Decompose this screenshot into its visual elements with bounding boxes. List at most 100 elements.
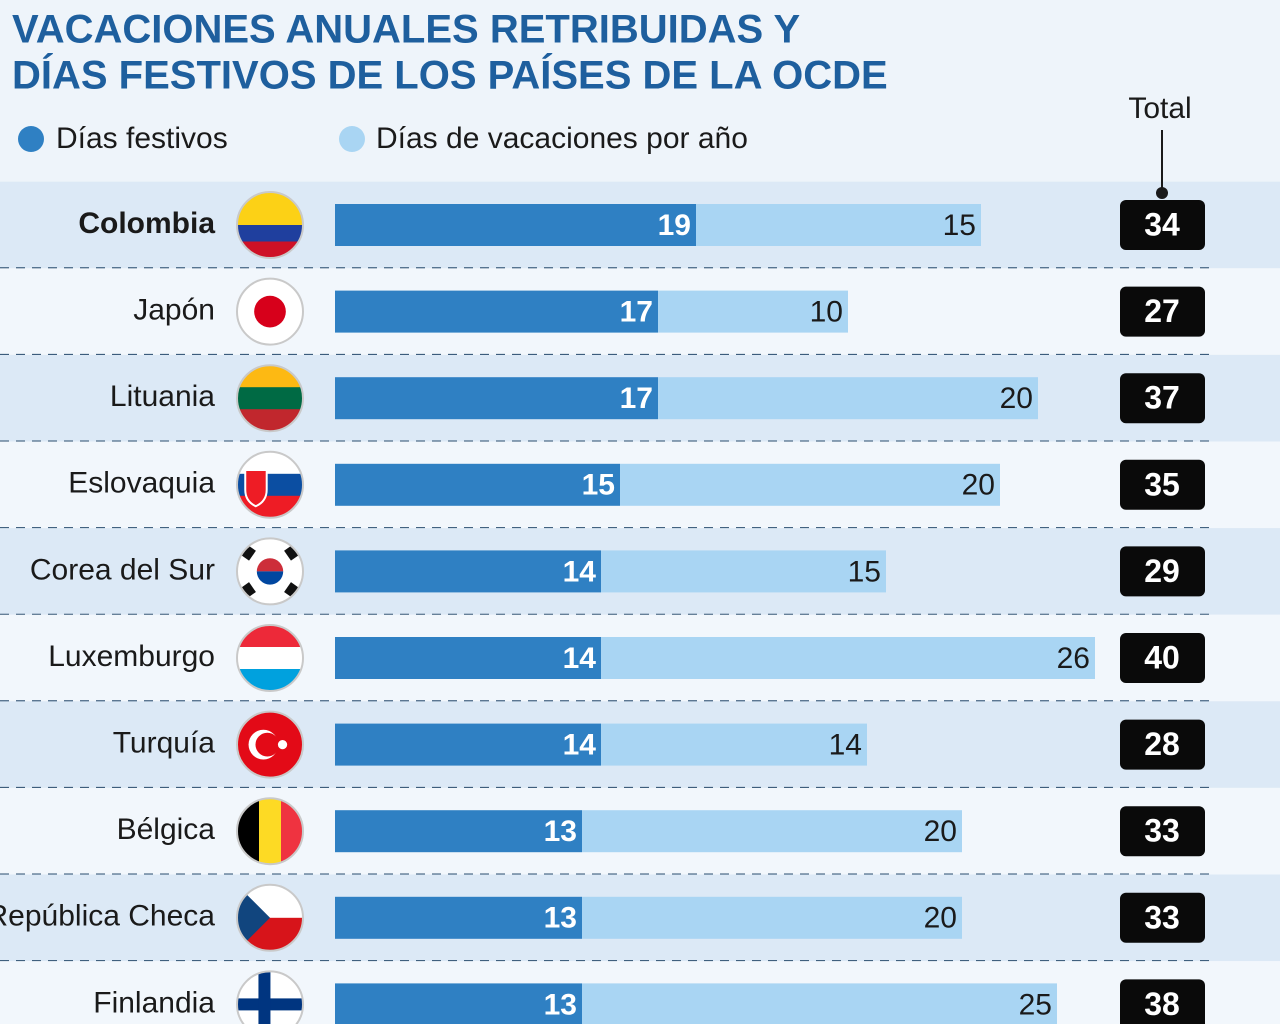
category-label: Finlandia bbox=[93, 986, 215, 1019]
bar-segment bbox=[582, 983, 1057, 1024]
value-label: 14 bbox=[563, 555, 597, 588]
total-label: 35 bbox=[1144, 466, 1180, 502]
total-label: 28 bbox=[1144, 726, 1180, 762]
total-box bbox=[1120, 459, 1205, 510]
bar-segment bbox=[335, 204, 696, 246]
flag-part bbox=[237, 225, 303, 242]
category-label: Bélgica bbox=[117, 813, 216, 846]
flag-part bbox=[237, 451, 303, 475]
bar-segment bbox=[582, 896, 962, 939]
bar-segment bbox=[335, 810, 582, 853]
total-box bbox=[1120, 373, 1205, 424]
bar-segment bbox=[335, 983, 582, 1024]
legend-swatch bbox=[18, 126, 44, 152]
bar-segment bbox=[335, 550, 601, 593]
flag-ring bbox=[236, 450, 304, 519]
bar-segment bbox=[335, 723, 601, 766]
flag-ring bbox=[236, 883, 304, 952]
flag-part bbox=[237, 387, 303, 410]
flag bbox=[237, 798, 303, 865]
flag bbox=[237, 365, 303, 432]
value-label: 14 bbox=[829, 729, 862, 762]
total-label: 33 bbox=[1144, 813, 1180, 849]
flag-part bbox=[256, 571, 284, 585]
row-bands bbox=[0, 181, 1280, 1024]
value-label: 20 bbox=[924, 815, 957, 848]
value-label: 14 bbox=[563, 642, 597, 675]
bar-segment bbox=[335, 377, 658, 420]
flag-ring bbox=[236, 364, 304, 433]
category-label: Lituania bbox=[110, 380, 215, 413]
flag-ring bbox=[236, 277, 304, 346]
bar-segment bbox=[658, 290, 848, 333]
bar-segment bbox=[620, 463, 1000, 506]
total-label: 29 bbox=[1144, 553, 1180, 589]
value-label: 15 bbox=[582, 469, 615, 502]
value-label: 20 bbox=[924, 902, 957, 935]
flag-part bbox=[237, 798, 260, 865]
totals-pointer-dot bbox=[1156, 187, 1168, 199]
legend-swatch bbox=[339, 126, 365, 152]
flag-part bbox=[254, 295, 286, 328]
bar-segment bbox=[582, 810, 962, 853]
total-box bbox=[1120, 719, 1205, 770]
flag-part bbox=[258, 971, 271, 1024]
value-label: 13 bbox=[544, 902, 577, 935]
flag bbox=[237, 711, 303, 778]
total-label: 37 bbox=[1144, 380, 1180, 416]
value-label: 13 bbox=[544, 988, 577, 1021]
value-label: 14 bbox=[563, 729, 597, 762]
total-box bbox=[1120, 892, 1205, 943]
flag-ring bbox=[236, 797, 304, 866]
legend-label: Días festivos bbox=[56, 122, 228, 155]
flag-part bbox=[237, 669, 303, 691]
bar-segment bbox=[601, 723, 867, 766]
chart-subtitle: DÍAS FESTIVOS DE LOS PAÍSES DE LA OCDE bbox=[12, 53, 888, 98]
chart-title: VACACIONES ANUALES RETRIBUIDAS Y bbox=[12, 8, 801, 52]
flag-part bbox=[255, 732, 280, 757]
bar-segment bbox=[335, 463, 620, 506]
flag bbox=[237, 625, 303, 691]
category-label: República Checa bbox=[0, 900, 215, 933]
total-label: 27 bbox=[1144, 293, 1180, 329]
total-label: 40 bbox=[1144, 639, 1180, 675]
category-label: Turquía bbox=[113, 727, 216, 760]
flag-part bbox=[237, 365, 303, 388]
flag bbox=[237, 278, 303, 345]
flag-part bbox=[237, 625, 303, 648]
total-box bbox=[1120, 633, 1205, 683]
category-label: Japón bbox=[133, 294, 215, 327]
total-box bbox=[1120, 806, 1205, 857]
value-label: 17 bbox=[620, 382, 653, 415]
flag-part bbox=[237, 647, 303, 670]
value-label: 26 bbox=[1057, 642, 1090, 675]
bar-segment bbox=[601, 550, 886, 593]
flag-part bbox=[237, 409, 303, 432]
flag-ring bbox=[236, 970, 304, 1024]
category-label: Colombia bbox=[78, 207, 215, 240]
flag bbox=[237, 451, 303, 518]
bar-segment bbox=[696, 204, 981, 246]
category-label: Eslovaquia bbox=[68, 467, 215, 500]
value-label: 15 bbox=[943, 209, 976, 242]
category-label: Luxemburgo bbox=[48, 640, 215, 673]
totals-header: Total bbox=[1128, 92, 1191, 125]
bar-segment bbox=[658, 377, 1038, 420]
bar-segment bbox=[335, 896, 582, 939]
total-box bbox=[1120, 979, 1205, 1024]
flag-part bbox=[256, 558, 284, 572]
value-label: 13 bbox=[544, 815, 577, 848]
value-label: 20 bbox=[1000, 382, 1033, 415]
value-label: 15 bbox=[848, 555, 881, 588]
flag-part bbox=[237, 884, 270, 951]
value-label: 17 bbox=[620, 296, 653, 329]
total-label: 34 bbox=[1144, 206, 1180, 242]
category-label: Corea del Sur bbox=[30, 553, 215, 586]
flag-part bbox=[244, 468, 268, 508]
total-box bbox=[1120, 200, 1205, 250]
flag-ring bbox=[236, 191, 304, 259]
bar-segment bbox=[335, 637, 601, 679]
